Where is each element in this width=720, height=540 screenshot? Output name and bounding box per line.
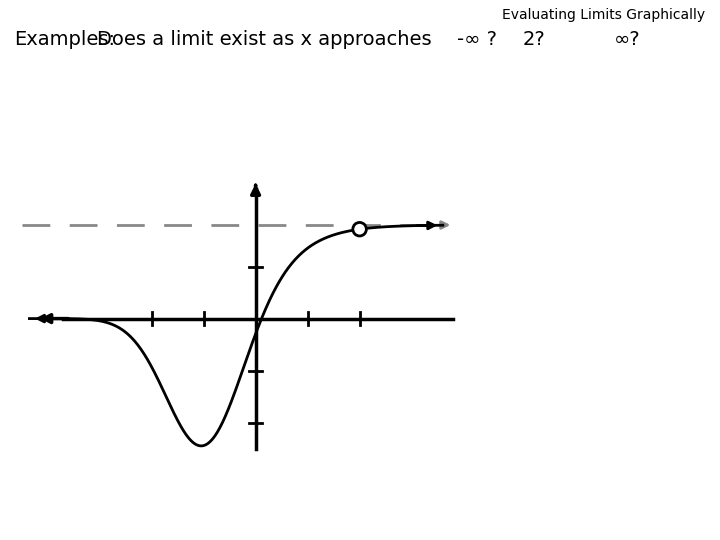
Text: Examples:: Examples: — [14, 30, 115, 49]
Text: ∞?: ∞? — [613, 30, 640, 49]
Circle shape — [353, 222, 366, 236]
Text: -∞ ?: -∞ ? — [457, 30, 498, 49]
Text: Does a limit exist as x approaches: Does a limit exist as x approaches — [97, 30, 432, 49]
Text: Evaluating Limits Graphically: Evaluating Limits Graphically — [503, 8, 706, 22]
Text: 2?: 2? — [523, 30, 546, 49]
